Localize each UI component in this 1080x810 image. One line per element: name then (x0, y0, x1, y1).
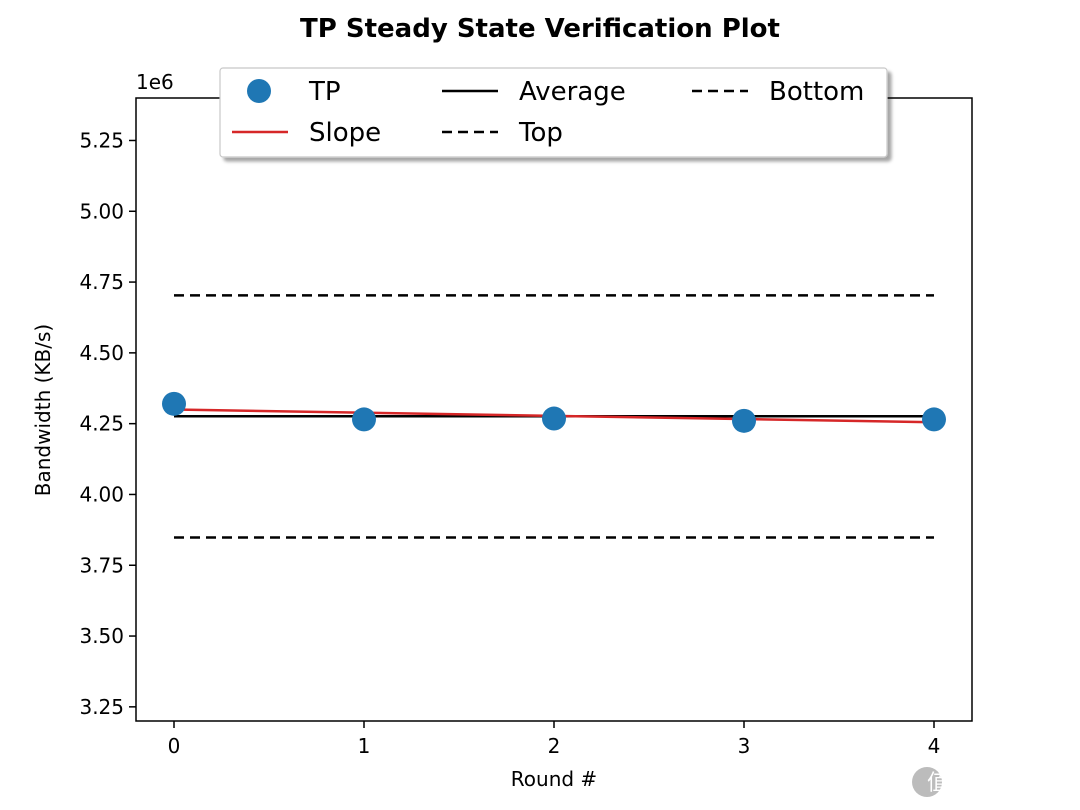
y-tick-label: 3.50 (79, 624, 124, 648)
tp-point (542, 406, 566, 431)
x-tick-label: 0 (168, 734, 181, 758)
legend-label-slope: Slope (309, 118, 381, 148)
watermark-text: 值 什么值得买 (927, 771, 1066, 796)
x-tick-label: 2 (548, 734, 561, 758)
legend-box (219, 67, 888, 158)
tp-point (922, 407, 946, 432)
y-tick-label: 5.25 (79, 128, 124, 152)
y-axis: 3.25 3.50 3.75 4.00 4.25 4.50 4.75 5.00 5.25 (79, 128, 136, 719)
tp-point (162, 391, 186, 416)
y-tick-label: 5.00 (79, 199, 124, 223)
legend-label-top: Top (518, 118, 563, 148)
y-offset-label: 1e6 (136, 70, 174, 94)
x-axis-label: Round # (511, 767, 597, 791)
x-tick-label: 3 (738, 734, 751, 758)
x-tick-label: 1 (358, 734, 371, 758)
y-tick-label: 4.75 (79, 270, 124, 294)
x-axis: 0 1 2 3 4 (168, 721, 941, 758)
legend-label-average: Average (519, 77, 626, 107)
y-tick-label: 4.25 (79, 412, 124, 436)
x-tick-label: 4 (928, 734, 941, 758)
tp-point (732, 408, 756, 433)
watermark-logo-icon (912, 767, 942, 797)
y-tick-label: 3.25 (79, 695, 124, 719)
legend-label-bottom: Bottom (769, 77, 864, 107)
legend-marker-tp (247, 79, 271, 103)
series-layer (162, 294, 946, 539)
y-tick-label: 4.00 (79, 482, 124, 506)
legend-label-tp: TP (308, 77, 341, 107)
watermark: 值 什么值得买 (912, 767, 1066, 797)
y-tick-label: 4.50 (79, 341, 124, 365)
chart-title: TP Steady State Verification Plot (300, 14, 780, 44)
y-tick-label: 3.75 (79, 553, 124, 577)
legend: TP Average Bottom Slope Top (219, 67, 888, 158)
y-axis-label: Bandwidth (KB/s) (31, 324, 55, 496)
tp-point (352, 407, 376, 432)
